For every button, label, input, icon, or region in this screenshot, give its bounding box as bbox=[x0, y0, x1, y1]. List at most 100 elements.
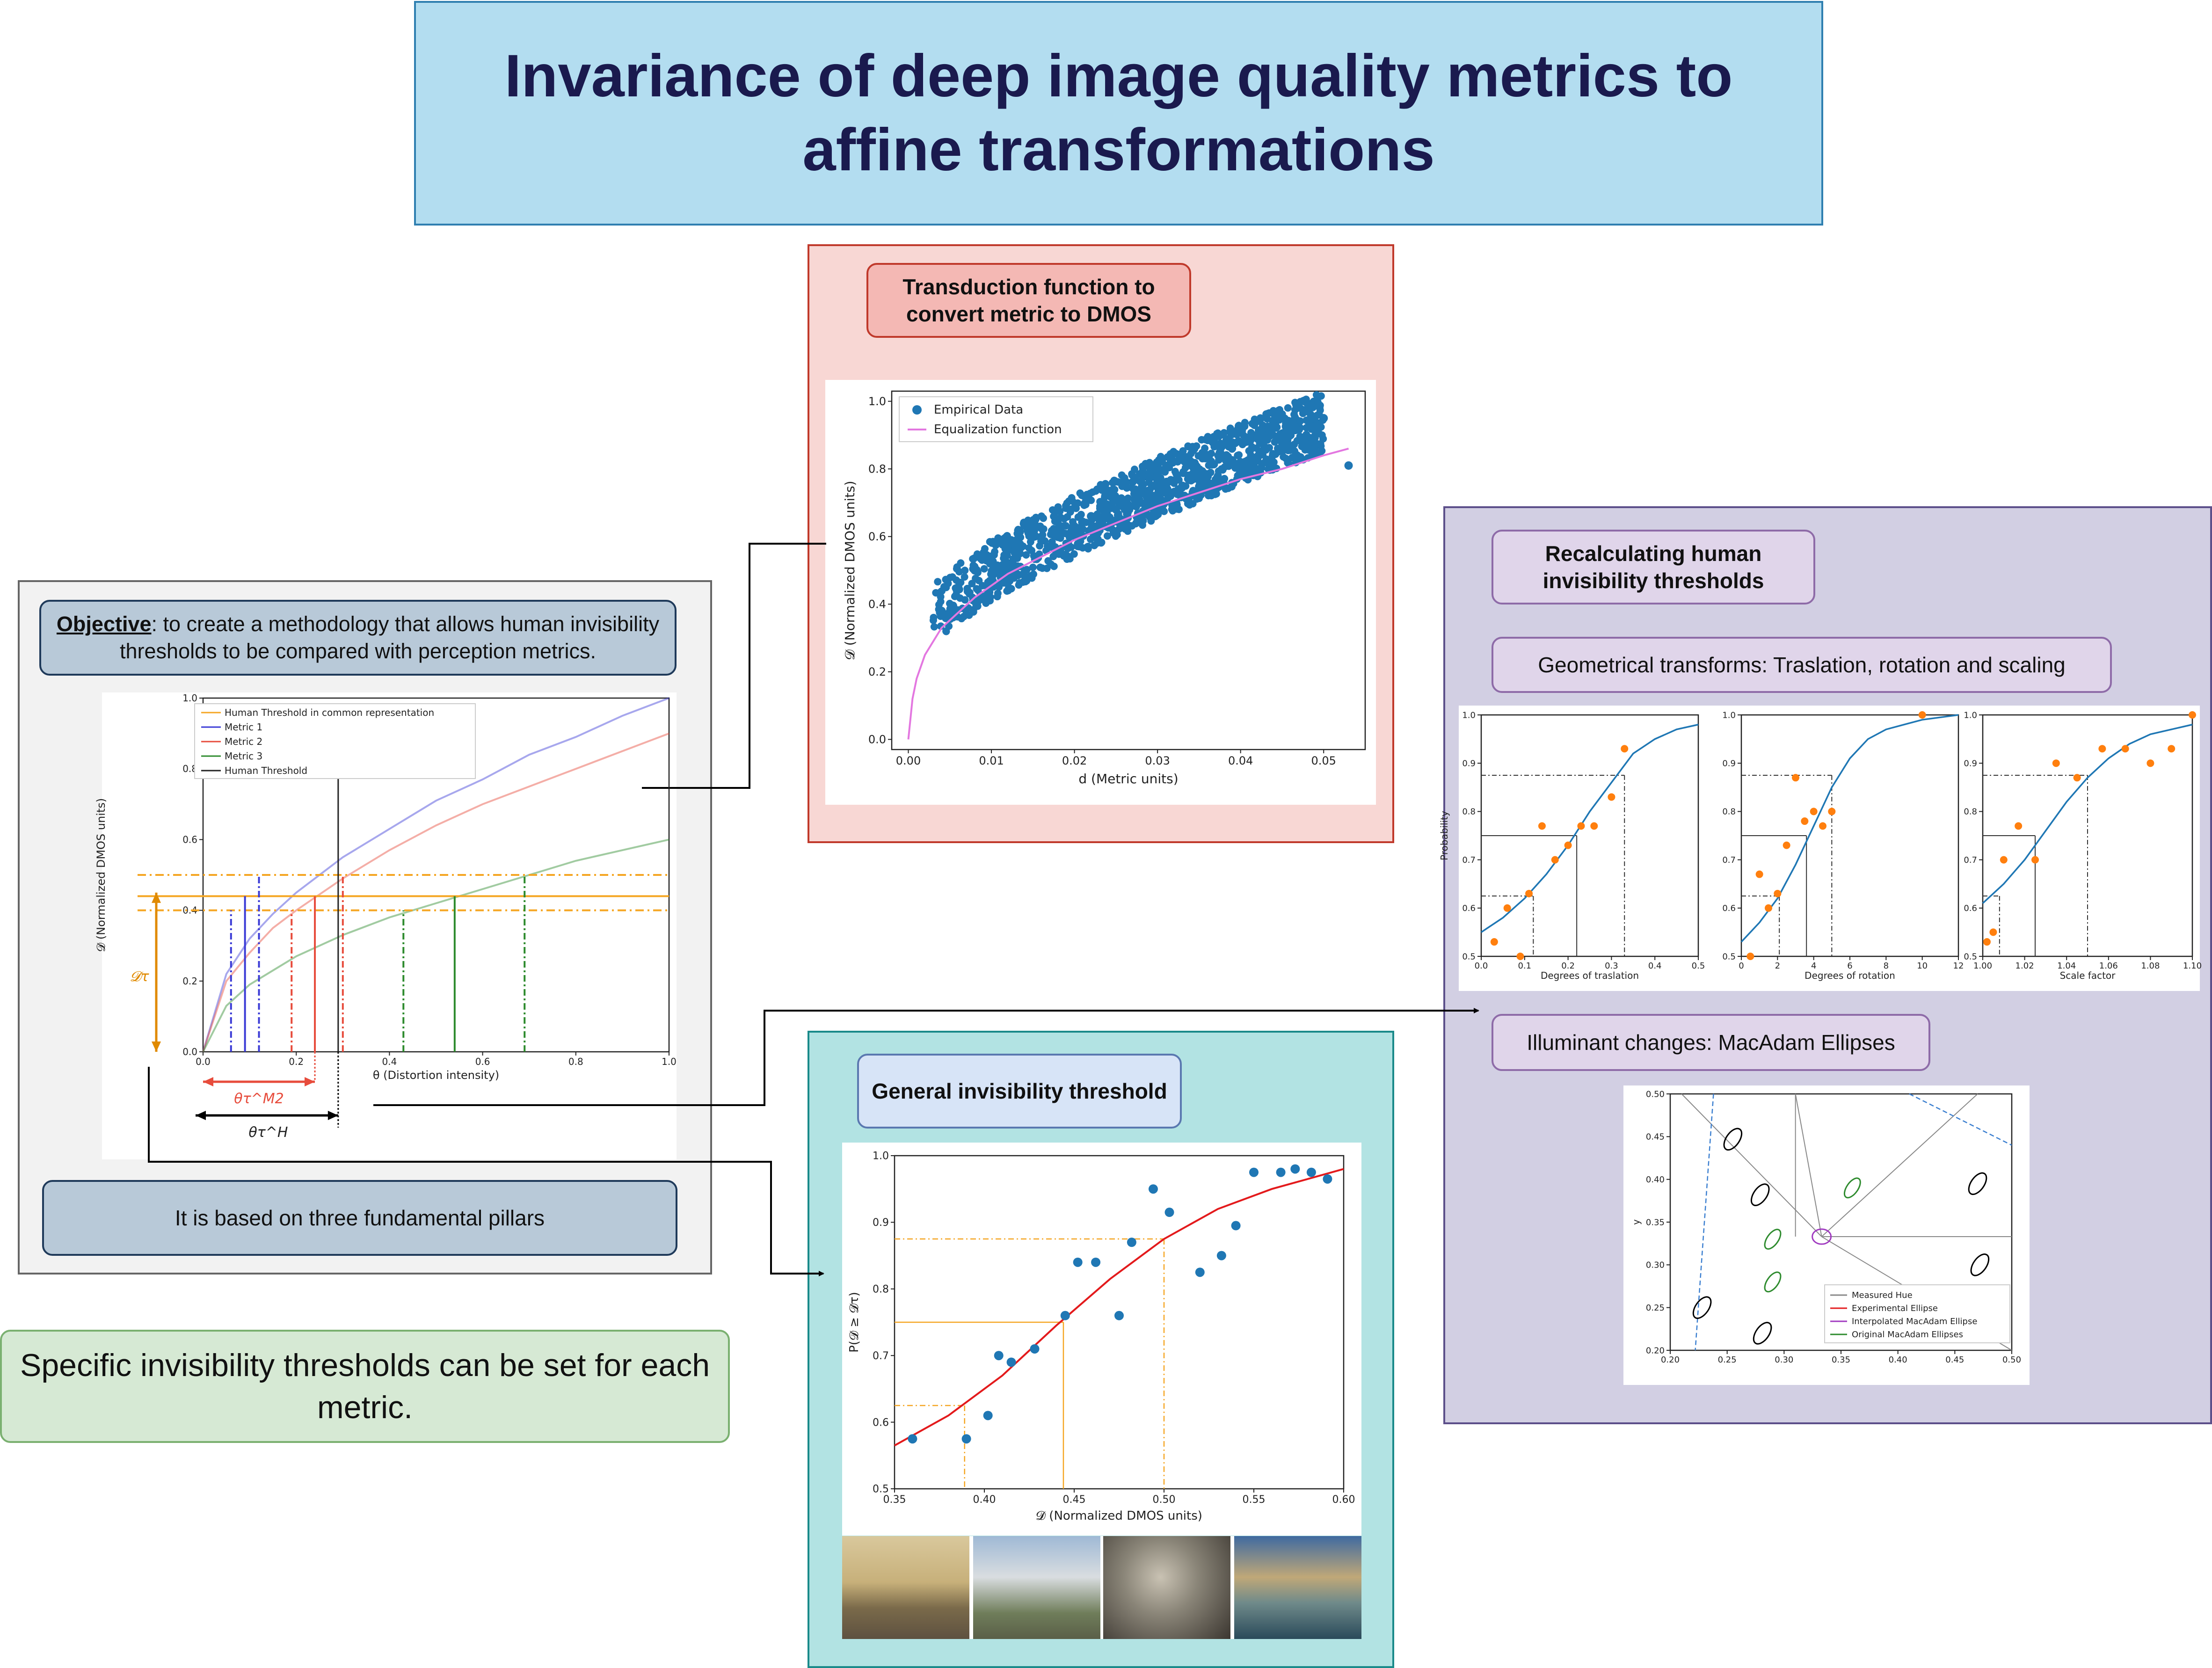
theta-m2-arrow-head bbox=[203, 1077, 213, 1086]
statue-image bbox=[1103, 1536, 1230, 1639]
metric-2-curve bbox=[202, 732, 669, 1052]
empirical-point bbox=[1109, 491, 1117, 499]
data-point bbox=[1819, 822, 1826, 830]
empirical-point bbox=[1344, 461, 1353, 470]
original-ellipse bbox=[1843, 1177, 1861, 1199]
empirical-point bbox=[979, 596, 987, 604]
data-point bbox=[1148, 1184, 1158, 1194]
empirical-point bbox=[994, 590, 1002, 597]
empirical-point bbox=[1169, 507, 1177, 515]
empirical-point bbox=[1187, 450, 1195, 458]
experimental-ellipse bbox=[1970, 1253, 1990, 1276]
x-axis-label: θ (Distortion intensity) bbox=[373, 1069, 499, 1082]
x-tick-label: 12 bbox=[1953, 961, 1964, 971]
empirical-point bbox=[1235, 422, 1243, 430]
illuminant-title: Illuminant changes: MacAdam Ellipses bbox=[1492, 1014, 1930, 1071]
empirical-point bbox=[930, 623, 938, 631]
x-tick-label: 0.45 bbox=[1063, 1494, 1086, 1506]
empirical-point bbox=[1162, 462, 1170, 470]
y-tick-label: 0.2 bbox=[182, 976, 197, 987]
empirical-point bbox=[1077, 510, 1085, 518]
empirical-point bbox=[1317, 392, 1325, 400]
empirical-point bbox=[1051, 514, 1059, 522]
empirical-point bbox=[1056, 507, 1064, 515]
empirical-point bbox=[1311, 431, 1319, 439]
theta-h-arrow-head bbox=[327, 1111, 338, 1120]
empirical-point bbox=[1184, 497, 1192, 505]
empirical-point bbox=[1307, 413, 1315, 421]
data-point bbox=[1765, 904, 1772, 912]
y-tick-label: 0.7 bbox=[1964, 855, 1977, 865]
metric-3-curve bbox=[202, 838, 669, 1052]
y-axis-label: y bbox=[1630, 1219, 1642, 1225]
y-tick-label: 0.0 bbox=[868, 733, 886, 746]
x-tick-label: 1.02 bbox=[2016, 961, 2034, 971]
data-point bbox=[1551, 856, 1559, 864]
empirical-point bbox=[1049, 542, 1057, 550]
empirical-point bbox=[1221, 475, 1229, 483]
x-tick-label: 0.50 bbox=[2002, 1355, 2021, 1365]
dtau-arrow-head bbox=[152, 892, 161, 903]
empirical-point bbox=[1241, 419, 1249, 427]
empirical-point bbox=[1048, 530, 1056, 538]
y-axis-label: 𝓓 (Normalized DMOS units) bbox=[842, 481, 858, 660]
data-point bbox=[908, 1434, 917, 1444]
empirical-point bbox=[1078, 518, 1086, 526]
y-tick-label: 0.9 bbox=[1462, 759, 1476, 769]
x-tick-label: 1.04 bbox=[2057, 961, 2076, 971]
empirical-point bbox=[1139, 517, 1147, 525]
data-point bbox=[1006, 1357, 1016, 1367]
data-point bbox=[1091, 1257, 1101, 1267]
empirical-point bbox=[1002, 533, 1010, 541]
empirical-point bbox=[960, 612, 968, 620]
empirical-point bbox=[1062, 552, 1070, 560]
experimental-ellipse bbox=[1692, 1296, 1712, 1319]
x-tick-label: 0.3 bbox=[1605, 961, 1618, 971]
empirical-point bbox=[1145, 471, 1153, 479]
empirical-point bbox=[989, 572, 997, 580]
data-point bbox=[1746, 953, 1754, 960]
x-tick-label: 1.00 bbox=[1973, 961, 1992, 971]
y-tick-label: 0.5 bbox=[1722, 952, 1736, 961]
empirical-point bbox=[1146, 485, 1154, 493]
empirical-point bbox=[985, 595, 993, 603]
x-tick-label: 0.01 bbox=[979, 754, 1004, 767]
empirical-point bbox=[1028, 546, 1036, 554]
dtau-label: 𝓓τ bbox=[130, 969, 149, 985]
empirical-point bbox=[929, 616, 937, 624]
general-threshold-title: General invisibility threshold bbox=[857, 1054, 1182, 1129]
empirical-point bbox=[1203, 471, 1212, 480]
empirical-point bbox=[1136, 498, 1145, 507]
empirical-point bbox=[1074, 499, 1082, 507]
legend-swatch bbox=[912, 405, 922, 415]
empirical-point bbox=[1288, 421, 1296, 429]
empirical-point bbox=[1153, 492, 1162, 501]
data-point bbox=[2168, 745, 2176, 753]
x-axis-label: 𝓓 (Normalized DMOS units) bbox=[1036, 1509, 1202, 1523]
empirical-point bbox=[1280, 430, 1288, 437]
y-tick-label: 0.8 bbox=[1722, 807, 1736, 817]
interpolated-ellipse bbox=[1812, 1228, 1832, 1245]
x-tick-label: 0.0 bbox=[196, 1056, 211, 1067]
empirical-point bbox=[1119, 497, 1127, 505]
empirical-point bbox=[1109, 485, 1117, 493]
empirical-point bbox=[1283, 444, 1291, 452]
empirical-point bbox=[1273, 444, 1281, 452]
empirical-point bbox=[970, 566, 979, 575]
connector-to-recalculating bbox=[373, 1008, 1479, 1106]
y-tick-label: 0.5 bbox=[873, 1484, 889, 1495]
x-axis-label: d (Metric units) bbox=[1078, 771, 1178, 787]
empirical-point bbox=[949, 601, 957, 609]
empirical-point bbox=[1022, 551, 1030, 559]
x-tick-label: 0.5 bbox=[1692, 961, 1705, 971]
data-point bbox=[994, 1351, 1004, 1361]
x-tick-label: 8 bbox=[1884, 961, 1889, 971]
empirical-point bbox=[1008, 558, 1016, 566]
airplane-image bbox=[842, 1536, 969, 1639]
empirical-point bbox=[1226, 427, 1234, 435]
empirical-point bbox=[1199, 455, 1207, 463]
empirical-point bbox=[1275, 416, 1283, 424]
poster-title: Invariance of deep image quality metrics… bbox=[414, 1, 1823, 226]
x-tick-label: 1.08 bbox=[2141, 961, 2160, 971]
